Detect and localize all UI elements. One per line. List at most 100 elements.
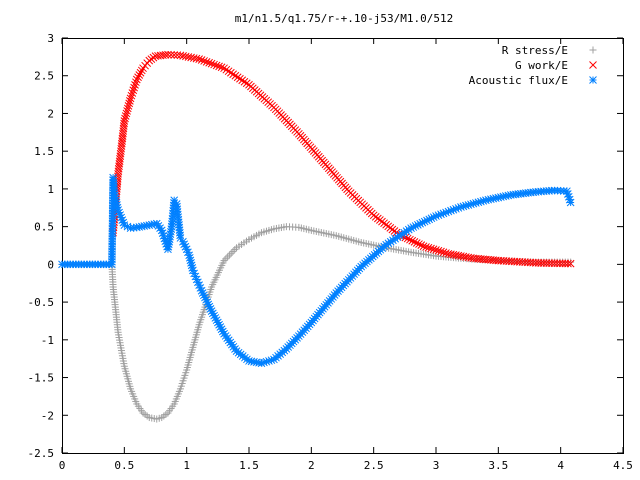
data-point (231, 246, 239, 254)
data-point (222, 255, 230, 263)
y-tick-label: -1.5 (28, 372, 55, 385)
axes: 0 0.5 1 1.5 2 2.5 3 3.5 4 4.5 3 2.5 2 1.5 1 0.5 0 -0.5 -1 -… (28, 32, 633, 472)
data-point (120, 117, 129, 125)
data-point (403, 234, 412, 243)
data-point (217, 63, 226, 72)
y-tick-label: 2 (47, 107, 54, 120)
data-point (564, 259, 572, 268)
data-point (200, 57, 208, 65)
data-point (422, 243, 430, 251)
x-tick-label: 1 (183, 459, 190, 472)
data-point (229, 247, 237, 255)
data-point (127, 91, 136, 100)
data-point (124, 102, 133, 110)
data-point (224, 253, 232, 261)
data-point (225, 251, 233, 259)
data-point (231, 71, 240, 80)
data-point (123, 107, 131, 115)
data-point (442, 249, 450, 257)
data-point (126, 97, 134, 105)
data-point (121, 112, 130, 120)
data-point (434, 246, 443, 255)
data-point (238, 76, 247, 85)
legend: R stress/E G work/E Acoustic flux/E (469, 44, 597, 87)
data-point (408, 236, 417, 245)
data-point (424, 243, 433, 252)
x-tick-label: 0.5 (114, 459, 134, 472)
x-tick-label: 2.5 (364, 459, 384, 472)
data-point (220, 257, 228, 265)
data-point (195, 55, 203, 63)
data-point (233, 73, 242, 82)
y-tick-label: 1 (47, 183, 54, 196)
data-point (125, 99, 134, 108)
x-tick-label: 3 (433, 459, 440, 472)
data-point (419, 242, 428, 251)
data-point (161, 51, 170, 59)
data-point (412, 239, 421, 247)
data-point (432, 246, 440, 254)
x-tick-label: 0 (59, 459, 66, 472)
data-point (437, 247, 445, 256)
data-point (417, 241, 426, 250)
data-point (439, 248, 448, 257)
legend-marker (589, 46, 597, 54)
data-point (429, 245, 438, 254)
y-tick-label: -0.5 (28, 296, 55, 309)
data-point (566, 198, 575, 207)
chart-title: m1/n1.5/q1.75/r-+.10-j53/M1.0/512 (235, 12, 454, 25)
data-point (122, 109, 131, 118)
data-point (227, 249, 235, 257)
data-point (192, 54, 201, 63)
y-tick-label: -2 (41, 409, 54, 422)
data-point (170, 51, 179, 59)
data-point (197, 56, 206, 64)
data-point (164, 50, 172, 59)
legend-label: G work/E (515, 59, 568, 72)
data-point (215, 62, 223, 71)
series-1 (109, 50, 575, 268)
data-point (130, 83, 138, 92)
y-tick-label: 3 (47, 32, 54, 45)
data-point (224, 67, 233, 76)
data-point (123, 104, 132, 113)
y-tick-label: -1 (41, 334, 54, 347)
data-point (207, 59, 216, 68)
series-2 (58, 173, 575, 368)
data-point (566, 259, 575, 268)
series-0 (58, 223, 575, 423)
x-tick-label: 2 (308, 459, 315, 472)
x-tick-label: 1.5 (239, 459, 259, 472)
data-point (567, 258, 575, 266)
x-tick-label: 4 (557, 459, 564, 472)
data-point (229, 70, 237, 79)
data-point (210, 60, 218, 69)
data-point (227, 68, 235, 77)
data-point (134, 73, 142, 82)
y-tick-label: 2.5 (34, 70, 54, 83)
data-point (212, 61, 221, 70)
data-point (415, 240, 423, 248)
legend-label: R stress/E (502, 44, 568, 57)
data-point (220, 64, 228, 73)
y-tick-label: 0 (47, 258, 54, 271)
data-point (132, 78, 140, 87)
data-point (136, 68, 145, 77)
y-tick-label: -2.5 (28, 447, 55, 460)
data-point (137, 66, 146, 75)
data-point (240, 77, 249, 86)
legend-marker (589, 76, 597, 84)
y-tick-label: 1.5 (34, 145, 54, 158)
data-point (135, 71, 144, 79)
data-point (242, 79, 251, 88)
plot-frame (62, 38, 624, 454)
data-point (205, 58, 213, 67)
data-point (222, 65, 231, 74)
data-point (406, 235, 414, 244)
data-point (128, 89, 137, 97)
y-tick-label: 0.5 (34, 221, 54, 234)
data-point (131, 81, 139, 89)
data-point (132, 75, 141, 84)
data-point (170, 196, 179, 205)
